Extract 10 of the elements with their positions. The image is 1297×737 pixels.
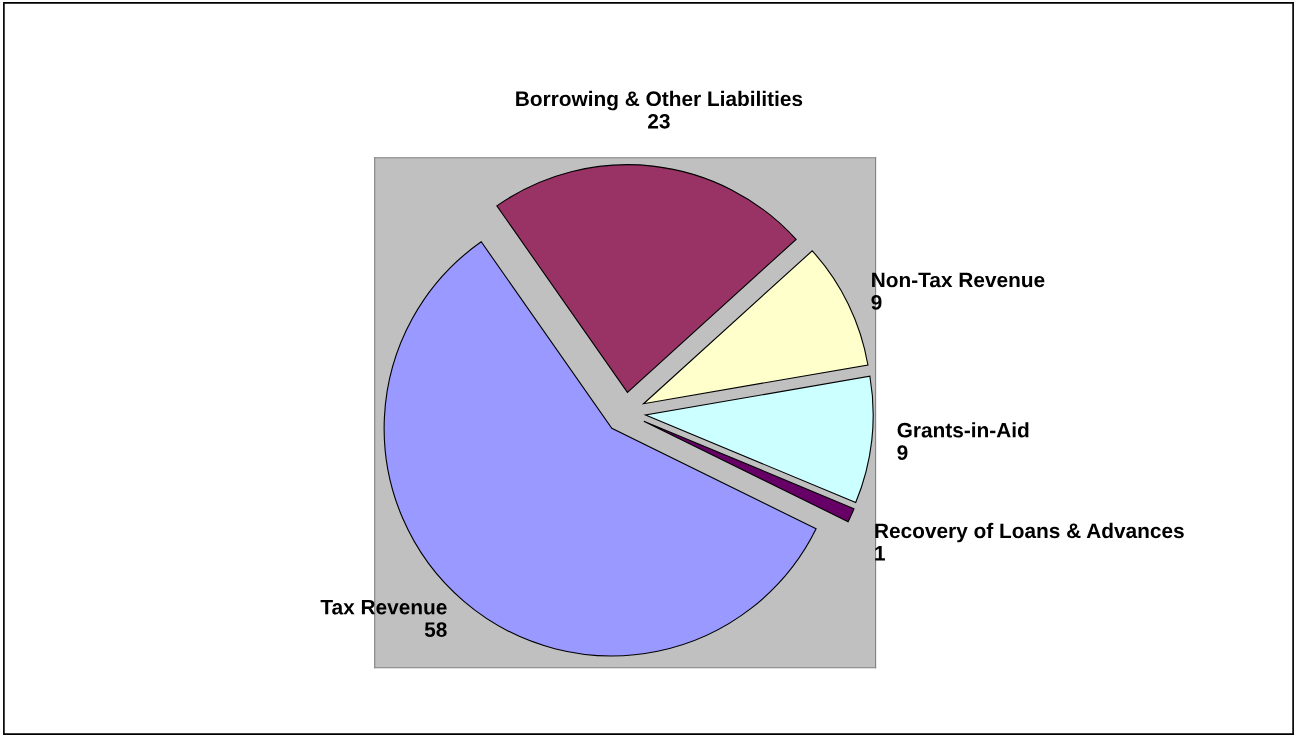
data-label: 23: [648, 113, 670, 129]
slice-label: Tax Revenue: [320, 600, 447, 615]
slice-label: Grants-in-Aid: [897, 422, 1029, 438]
data-label: 1: [875, 546, 885, 561]
slice-label: Recovery of Loans & Advances: [875, 522, 1184, 543]
data-label: 9: [871, 295, 882, 310]
slice-label: Borrowing & Other Liabilities: [516, 90, 803, 111]
slice-label: Non-Tax Revenue: [872, 272, 1045, 288]
data-label: 58: [424, 622, 447, 637]
data-label: 9: [897, 445, 908, 460]
